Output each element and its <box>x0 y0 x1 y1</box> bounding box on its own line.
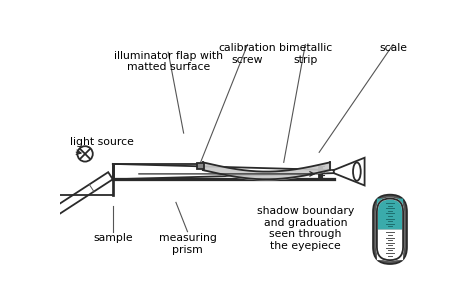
Text: shadow boundary
and graduation
seen through
the eyepiece: shadow boundary and graduation seen thro… <box>256 206 354 251</box>
Polygon shape <box>0 172 113 261</box>
Text: illuminator flap with
matted surface: illuminator flap with matted surface <box>114 51 223 72</box>
Text: measuring
prism: measuring prism <box>158 233 217 255</box>
Text: sample: sample <box>93 233 133 243</box>
FancyBboxPatch shape <box>373 195 407 264</box>
FancyBboxPatch shape <box>377 199 403 229</box>
Text: scale: scale <box>379 43 407 53</box>
Bar <box>197 163 204 169</box>
Text: light source: light source <box>70 137 134 147</box>
Text: calibration
screw: calibration screw <box>219 43 276 64</box>
Polygon shape <box>334 158 365 185</box>
Text: bimetallic
strip: bimetallic strip <box>279 43 332 64</box>
FancyBboxPatch shape <box>377 229 403 260</box>
